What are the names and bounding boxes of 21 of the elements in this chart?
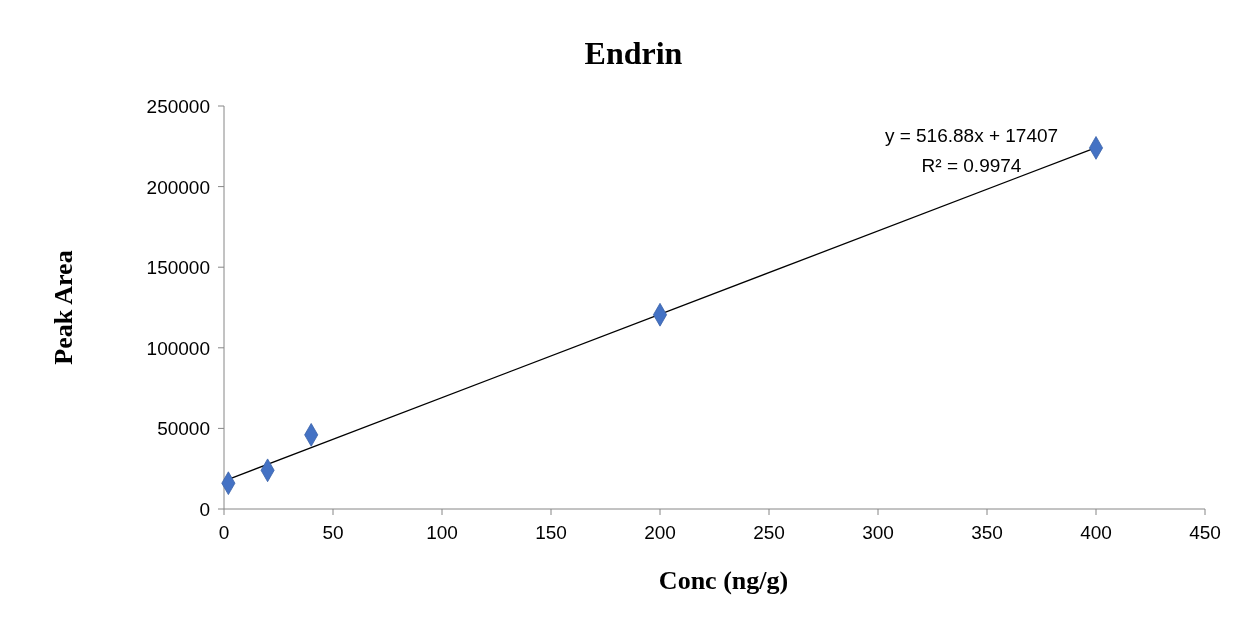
chart-title: Endrin [584, 35, 683, 71]
y-tick-label: 0 [199, 499, 210, 520]
y-tick-label: 50000 [157, 418, 210, 440]
y-tick-label: 250000 [146, 96, 210, 117]
x-tick-label: 100 [426, 522, 458, 543]
x-tick-label: 250 [753, 522, 785, 543]
y-tick-label: 200000 [146, 176, 210, 198]
x-tick-label: 400 [1080, 522, 1112, 543]
annotation: R² = 0.9974 [921, 155, 1022, 176]
annotation: y = 516.88x + 17407 [884, 125, 1059, 146]
x-tick-label: 450 [1189, 522, 1221, 543]
y-tick-label: 100000 [146, 337, 210, 359]
x-axis-title: Conc (ng/g) [658, 566, 789, 595]
x-tick-label: 50 [322, 522, 344, 543]
x-tick-label: 150 [535, 522, 567, 543]
y-tick-label: 150000 [146, 257, 210, 279]
x-tick-label: 0 [218, 522, 230, 543]
x-tick-label: 350 [971, 522, 1003, 543]
x-tick-label: 200 [644, 522, 676, 543]
y-axis-title: Peak Area [49, 250, 78, 365]
x-tick-label: 300 [862, 522, 894, 543]
